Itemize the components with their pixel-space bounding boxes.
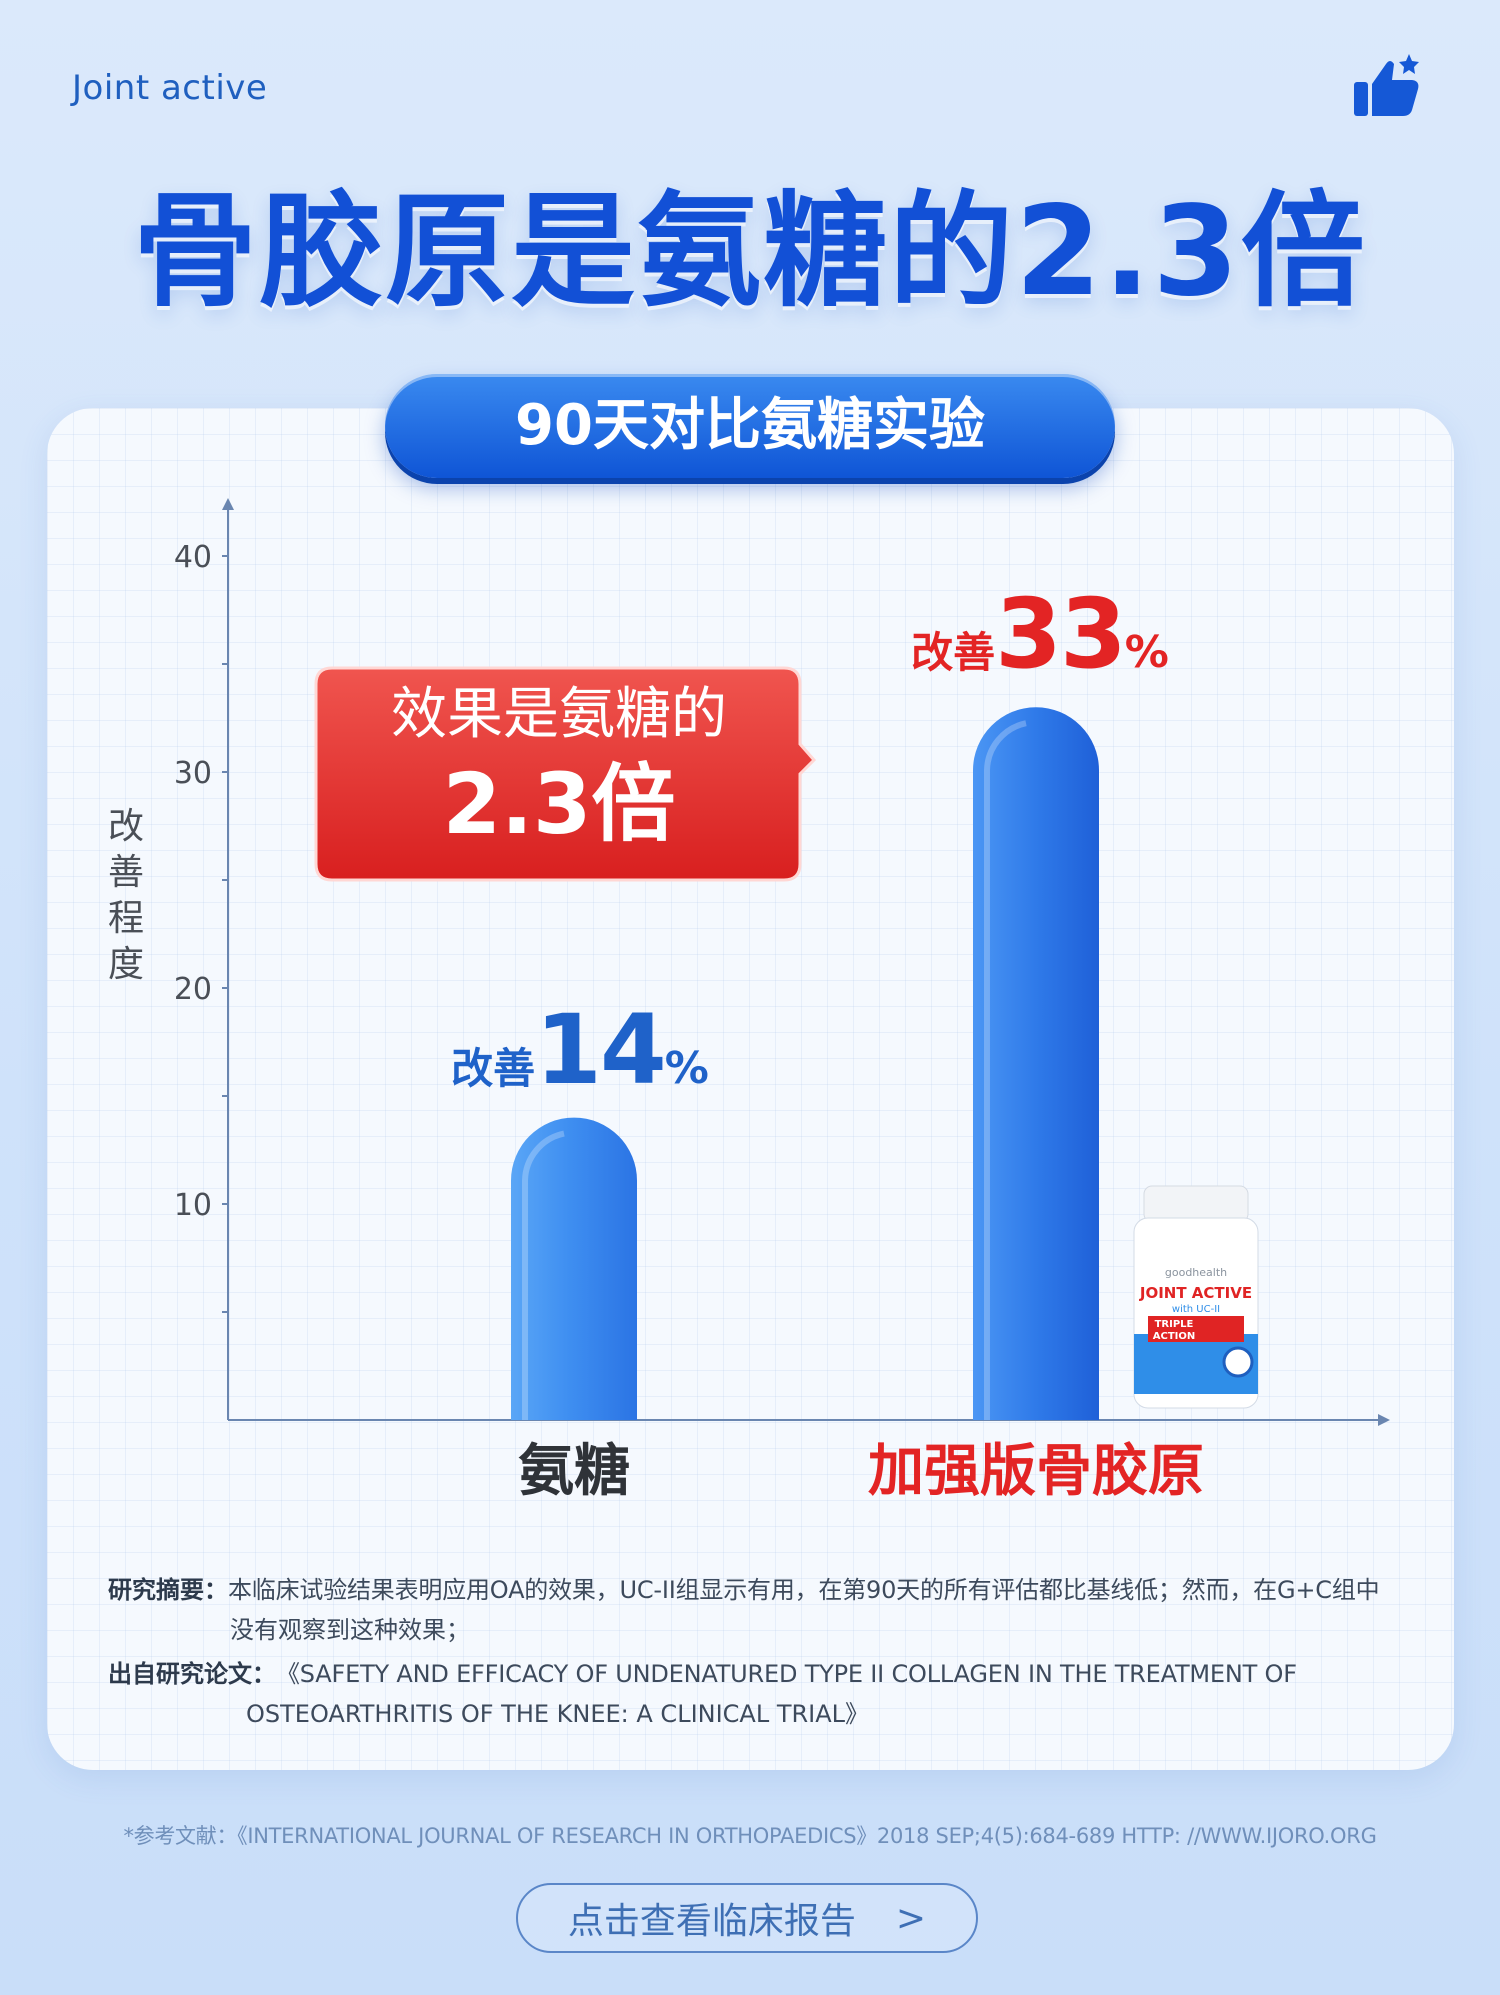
y-axis-label-char: 程 bbox=[107, 898, 144, 939]
y-axis-label-char: 改 bbox=[107, 806, 144, 847]
chart-card bbox=[47, 408, 1454, 1770]
callout-line-1: 效果是氨糖的 bbox=[391, 682, 727, 747]
chart-bars bbox=[511, 707, 1099, 1420]
view-clinical-report-button[interactable]: 点击查看临床报告 > bbox=[516, 1883, 978, 1953]
data-label-suffix: % bbox=[664, 1043, 709, 1094]
x-category-label: 氨糖 bbox=[518, 1439, 630, 1504]
brand-name: Joint active bbox=[72, 68, 268, 108]
chart-axes: 10 20 30 40 bbox=[174, 498, 1390, 1426]
reference-footnote: *参考文献：《INTERNATIONAL JOURNAL OF RESEARCH… bbox=[123, 1824, 1377, 1848]
y-tick-label: 40 bbox=[174, 540, 212, 575]
product-band-1: TRIPLE bbox=[1155, 1319, 1194, 1330]
data-label-collagen: 改善33% bbox=[880, 578, 1200, 690]
y-tick-label: 10 bbox=[174, 1188, 212, 1223]
summary-value-cont: 没有观察到这种效果； bbox=[230, 1616, 470, 1644]
headline: 骨胶原是氨糖的2.3倍 bbox=[133, 180, 1367, 324]
y-axis-label-char: 善 bbox=[107, 852, 144, 893]
callout-text: 效果是氨糖的 2.3倍 bbox=[314, 676, 804, 854]
summary-value: 本临床试验结果表明应用OA的效果，UC-II组显示有用，在第90天的所有评估都比… bbox=[228, 1576, 1380, 1604]
bar-highlight-0 bbox=[522, 1130, 565, 1420]
source-value-cont: OSTEOARTHRITIS OF THE KNEE: A CLINICAL T… bbox=[246, 1700, 870, 1728]
study-source-row: 出自研究论文： 《SAFETY AND EFFICACY OF UNDENATU… bbox=[108, 1654, 1428, 1694]
cta-label: 点击查看临床报告 bbox=[567, 1901, 856, 1942]
study-notes: 研究摘要： 本临床试验结果表明应用OA的效果，UC-II组显示有用，在第90天的… bbox=[108, 1570, 1428, 1734]
summary-key: 研究摘要： bbox=[108, 1576, 228, 1604]
bar-1 bbox=[973, 707, 1099, 1420]
section-title-pill: 90天对比氨糖实验 bbox=[385, 374, 1115, 478]
data-label-value: 33 bbox=[995, 578, 1127, 690]
product-bottle: goodhealth JOINT ACTIVE with UC-II TRIPL… bbox=[1133, 1185, 1259, 1409]
y-tick-label: 20 bbox=[174, 972, 212, 1007]
data-label-suffix: % bbox=[1124, 627, 1169, 678]
data-label-prefix: 改善 bbox=[911, 628, 996, 677]
data-label-prefix: 改善 bbox=[451, 1044, 536, 1093]
thumbs-up-star-icon bbox=[1354, 54, 1419, 116]
study-summary-row: 研究摘要： 本临床试验结果表明应用OA的效果，UC-II组显示有用，在第90天的… bbox=[108, 1570, 1428, 1610]
product-name: JOINT ACTIVE bbox=[1139, 1284, 1252, 1302]
product-sub: with UC-II bbox=[1172, 1304, 1220, 1315]
data-label-value: 14 bbox=[535, 994, 667, 1106]
chevron-right-icon: > bbox=[895, 1897, 927, 1939]
callout-line-2: 2.3倍 bbox=[442, 755, 676, 853]
bar-0 bbox=[511, 1117, 637, 1420]
data-label-glucosamine: 改善14% bbox=[430, 994, 730, 1106]
source-key: 出自研究论文： bbox=[108, 1660, 276, 1688]
source-value: 《SAFETY AND EFFICACY OF UNDENATURED TYPE… bbox=[276, 1660, 1297, 1688]
x-axis-arrow bbox=[1378, 1414, 1390, 1426]
y-axis-label-char: 度 bbox=[107, 944, 144, 985]
callout-bubble bbox=[314, 666, 816, 882]
x-category-label: 加强版骨胶原 bbox=[868, 1439, 1204, 1504]
bar-highlight-1 bbox=[984, 720, 1027, 1420]
product-band-2: ACTION bbox=[1153, 1331, 1196, 1342]
y-axis-arrow bbox=[222, 498, 234, 510]
y-axis-label: 改善程度 bbox=[106, 804, 146, 988]
y-tick-label: 30 bbox=[174, 756, 212, 791]
chart-categories: 氨糖 加强版骨胶原 bbox=[518, 1439, 1204, 1504]
product-brand: goodhealth bbox=[1165, 1266, 1227, 1279]
